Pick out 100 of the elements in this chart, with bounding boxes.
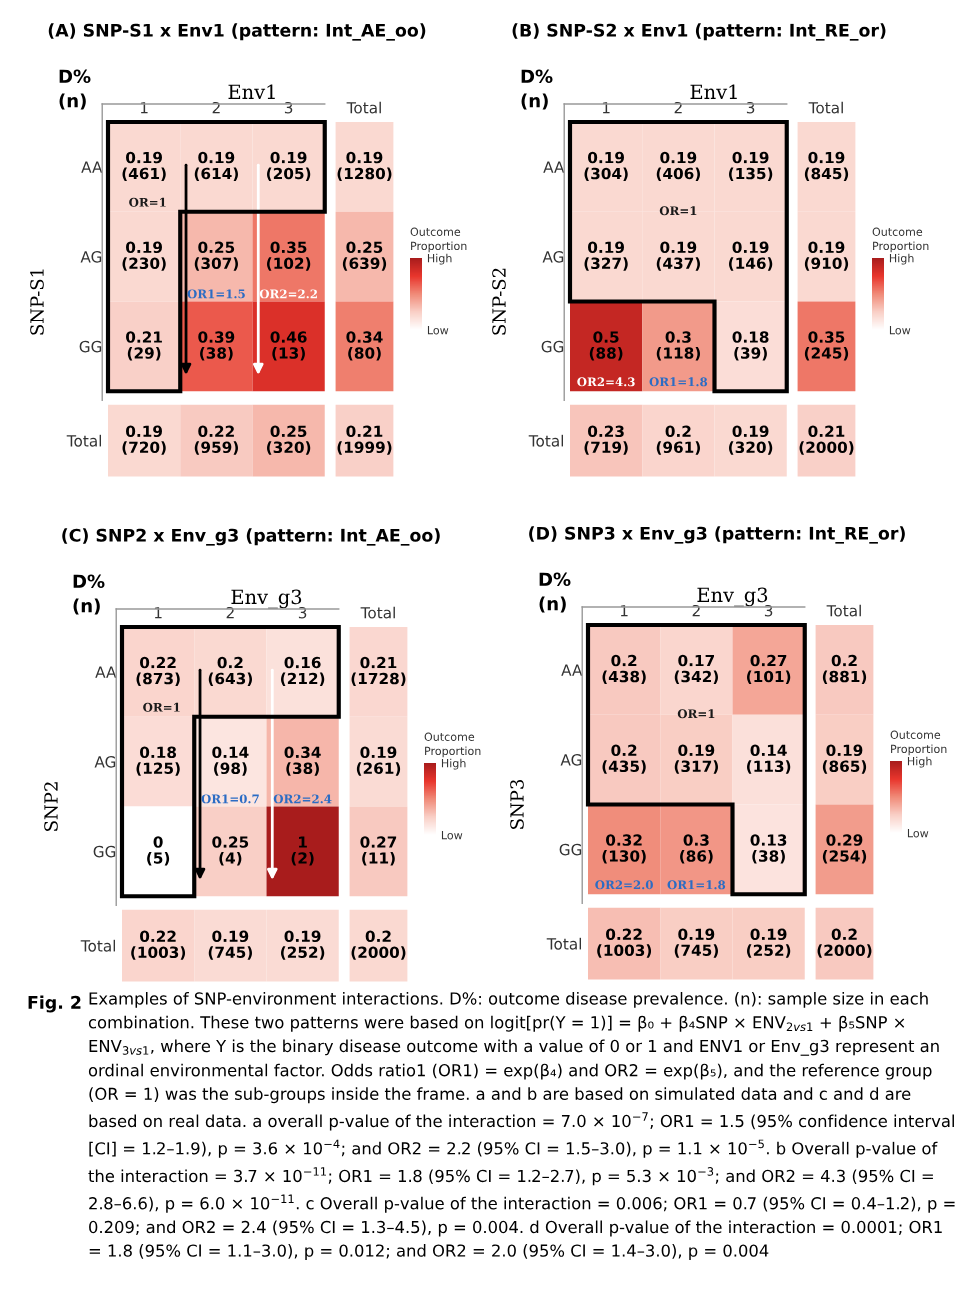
data-label: 0.35 (245) bbox=[804, 331, 849, 361]
y-tick-label: Total bbox=[546, 937, 582, 950]
y-tick-label: GG bbox=[93, 845, 116, 858]
x-axis-title: Env_g3 bbox=[697, 587, 768, 607]
annotation: OR1=1.8 bbox=[667, 880, 726, 890]
color-bar-title: Outcome Proportion bbox=[424, 732, 481, 758]
color-bar-label: High bbox=[441, 758, 466, 770]
data-label: 1 (2) bbox=[291, 836, 314, 866]
annotation: OR2=2.4 bbox=[273, 794, 332, 804]
annotation: OR=1 bbox=[677, 709, 715, 719]
x-tick-label: 3 bbox=[284, 101, 293, 114]
chart-title: (A) SNP-S1 x Env1 (pattern: Int_AE_oo) bbox=[48, 23, 426, 41]
data-label: 0.22 (1003) bbox=[597, 928, 652, 958]
data-label: 0.19 (205) bbox=[267, 151, 311, 182]
x-tick-label: Total bbox=[360, 606, 395, 619]
y-tick-label: AG bbox=[560, 754, 582, 766]
data-label: 0.19 (461) bbox=[122, 151, 166, 182]
data-label: 0.25 (639) bbox=[342, 241, 387, 271]
data-label: 0.19 (910) bbox=[804, 241, 849, 271]
data-label: 0.19 (317) bbox=[674, 744, 718, 774]
color-bar-label: High bbox=[907, 756, 932, 768]
x-tick-label: 3 bbox=[764, 604, 773, 617]
y-tick-label: AA bbox=[543, 161, 565, 173]
data-label: 0.35 (102) bbox=[267, 241, 311, 271]
data-label: 0.29 (254) bbox=[822, 834, 867, 864]
data-label: 0.19 (745) bbox=[208, 930, 252, 960]
x-axis-title: Env1 bbox=[690, 84, 737, 99]
x-tick-label: 1 bbox=[602, 102, 610, 114]
data-label: 0.19 (1280) bbox=[337, 151, 392, 182]
y-tick-label: AA bbox=[561, 664, 583, 676]
y-tick-label: AA bbox=[81, 161, 103, 173]
y-tick-label: GG bbox=[559, 843, 582, 856]
text: D% (n) bbox=[73, 574, 105, 615]
text: D% (n) bbox=[59, 69, 91, 110]
data-label: 0.25 (307) bbox=[194, 241, 238, 271]
x-axis-title: Env1 bbox=[228, 84, 275, 99]
color-bar-title: Outcome Proportion bbox=[890, 730, 947, 756]
y-axis-title: SNP-S2 bbox=[492, 268, 506, 335]
data-label: 0.19 (845) bbox=[804, 151, 849, 182]
data-label: 0.19 (304) bbox=[584, 151, 628, 182]
color-bar-title: Outcome Proportion bbox=[410, 227, 467, 253]
x-tick-label: 1 bbox=[140, 102, 148, 114]
text: D% (n) bbox=[539, 572, 571, 613]
data-label: 0.19 (745) bbox=[674, 928, 718, 958]
data-label: 0.18 (39) bbox=[732, 331, 769, 361]
y-tick-label: GG bbox=[79, 340, 102, 353]
data-label: 0.19 (252) bbox=[281, 930, 325, 960]
color-bar-label: Low bbox=[889, 326, 911, 335]
data-label: 0.18 (125) bbox=[136, 746, 180, 776]
data-label: 0.22 (959) bbox=[194, 425, 238, 455]
x-tick-label: 1 bbox=[154, 607, 162, 619]
data-label: 0.13 (38) bbox=[750, 834, 787, 864]
x-tick-label: 3 bbox=[746, 101, 755, 114]
y-axis-title: SNP2 bbox=[44, 782, 58, 831]
data-label: 0.21 (1728) bbox=[351, 656, 406, 687]
y-tick-label: Total bbox=[66, 434, 102, 447]
color-bar-label: High bbox=[889, 253, 914, 265]
chart-title: (C) SNP2 x Env_g3 (pattern: Int_AE_oo) bbox=[62, 528, 440, 546]
data-label: 0.27 (11) bbox=[360, 836, 397, 866]
data-label: 0.19 (230) bbox=[122, 241, 166, 271]
data-label: 0.19 (614) bbox=[194, 151, 238, 182]
color-bar-title: Outcome Proportion bbox=[872, 227, 929, 253]
y-axis-title: SNP3 bbox=[510, 779, 524, 829]
data-label: 0.22 (1003) bbox=[131, 930, 186, 960]
color-bar-label: Low bbox=[907, 829, 929, 838]
x-tick-label: 1 bbox=[620, 605, 628, 617]
annotation: OR=1 bbox=[659, 206, 697, 216]
data-label: 0.25 (4) bbox=[212, 836, 249, 866]
data-label: 0.19 (865) bbox=[822, 744, 867, 774]
data-label: 0.2 (643) bbox=[208, 656, 252, 687]
data-label: 0.3 (86) bbox=[680, 834, 713, 864]
text: Examples of SNP-environment interactions. D%: outcome disease prevalence. (n): sample size in each combination. These two patterns were based on logit[pr(Y = 1)] = β₀ + β₄SNP × ENV$_{2vs1}$ + β₅SNP × ENV$_{3vs1}$, where Y is the binary disease outcome with a value of 0 or 1 and ENV1 or Env_g3 represent an ordinal environmental factor. Odds ratio1 (OR1) = exp(β₄) and OR2 = exp(β₅), and the reference group (OR = 1) was the sub-groups inside the frame. a and b are based on simulated data and c and d are based on real data. a overall p-value of the interaction = 7.0 × 10$^{−7}$; OR1 = 1.5 (95% confidence interval [CI] = 1.2–1.9), p = 3.6 × 10$^{−4}$; and OR2 = 2.2 (95% CI = 1.5–3.0), p = 1.1 × 10$^{−5}$. b Overall p-value of the interaction = 3.7 × 10$^{−11}$; OR1 = 1.8 (95% CI = 1.2–2.7), p = 5.3 × 10$^{−3}$; and OR2 = 4.3 (95% CI = 2.8–6.6), p = 6.0 × 10$^{−11}$. c Overall p-value of the interaction = 0.006; OR1 = 0.7 (95% CI = 0.4–1.2), p = 0.209; and OR2 = 2.4 (95% CI = 1.3–4.5), p = 0.004. d Overall p-value of the interaction = 0.0001; OR1 = 1.8 (95% CI = 1.1–3.0), p = 0.012; and OR2 = 2.0 (95% CI = 1.4–3.0), p = 0.004 bbox=[88, 992, 955, 1260]
x-tick-label: 2 bbox=[212, 101, 220, 114]
y-axis-title: SNP-S1 bbox=[30, 269, 44, 335]
annotation: OR=1 bbox=[129, 197, 166, 207]
text: D% (n) bbox=[521, 69, 553, 110]
data-label: 0.34 (80) bbox=[346, 331, 383, 361]
data-label: 0.5 (88) bbox=[589, 331, 623, 361]
data-label: 0.2 (435) bbox=[602, 744, 646, 774]
data-label: 0 (5) bbox=[147, 836, 170, 866]
data-label: 0.21 (2000) bbox=[799, 425, 854, 455]
data-label: 0.14 (113) bbox=[747, 744, 791, 774]
x-tick-label: Total bbox=[346, 101, 381, 114]
text: Fig. 2 bbox=[28, 995, 81, 1013]
x-tick-label: 2 bbox=[226, 606, 234, 619]
data-label: 0.3 (118) bbox=[656, 331, 700, 361]
data-label: 0.19 (320) bbox=[729, 425, 773, 455]
x-tick-label: 2 bbox=[674, 101, 682, 114]
annotation: OR=1 bbox=[143, 702, 180, 712]
y-tick-label: Total bbox=[528, 434, 564, 447]
data-label: 0.2 (881) bbox=[822, 654, 867, 685]
data-label: 0.39 (38) bbox=[198, 331, 235, 361]
annotation: OR1=1.5 bbox=[187, 289, 245, 299]
data-label: 0.19 (252) bbox=[747, 928, 791, 958]
data-label: 0.19 (327) bbox=[584, 241, 628, 271]
data-label: 0.46 (13) bbox=[270, 331, 307, 361]
data-label: 0.25 (320) bbox=[267, 425, 311, 455]
color-bar-label: Low bbox=[441, 831, 463, 840]
x-tick-label: 3 bbox=[298, 606, 307, 619]
y-tick-label: AG bbox=[94, 756, 116, 768]
